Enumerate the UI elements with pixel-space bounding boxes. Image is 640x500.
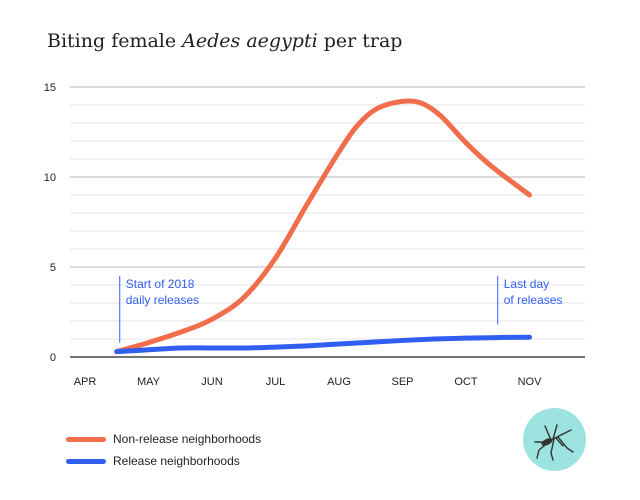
- mosquito-icon: [534, 424, 574, 461]
- y-tick-label: 10: [44, 172, 56, 184]
- title-species: Aedes aegypti: [182, 30, 318, 52]
- series-line-non-release: [114, 98, 532, 355]
- y-tick-label: 0: [50, 352, 56, 364]
- legend-label-non-release: Non-release neighborhoods: [113, 432, 262, 446]
- x-tick-label: NOV: [518, 376, 543, 388]
- y-tick-label: 5: [50, 262, 56, 274]
- series-line-release: [114, 334, 532, 355]
- x-tick-label: MAY: [137, 376, 161, 388]
- x-tick-label: OCT: [454, 376, 478, 388]
- mosquito-badge: [523, 408, 586, 471]
- chart-title: Biting female Aedes aegypti per trap: [47, 30, 402, 52]
- annotation-text: Start of 2018: [126, 277, 195, 291]
- title-suffix: per trap: [317, 30, 403, 52]
- annotation-text: daily releases: [126, 293, 199, 307]
- annotation-text: Last day: [504, 277, 549, 291]
- legend-label-release: Release neighborhoods: [113, 454, 240, 468]
- legend-swatch-release: [66, 458, 106, 464]
- title-prefix: Biting female: [47, 30, 183, 52]
- annotation-text: of releases: [504, 293, 563, 307]
- x-tick-label: SEP: [391, 376, 413, 388]
- legend-item-non-release: Non-release neighborhoods: [66, 432, 261, 446]
- y-tick-label: 15: [44, 82, 56, 94]
- legend-item-release: Release neighborhoods: [66, 454, 240, 468]
- x-tick-label: JUN: [201, 376, 222, 388]
- x-tick-label: JUL: [266, 376, 286, 388]
- x-tick-label: AUG: [327, 376, 351, 388]
- legend-swatch-non-release: [66, 436, 106, 442]
- x-tick-label: APR: [74, 376, 97, 388]
